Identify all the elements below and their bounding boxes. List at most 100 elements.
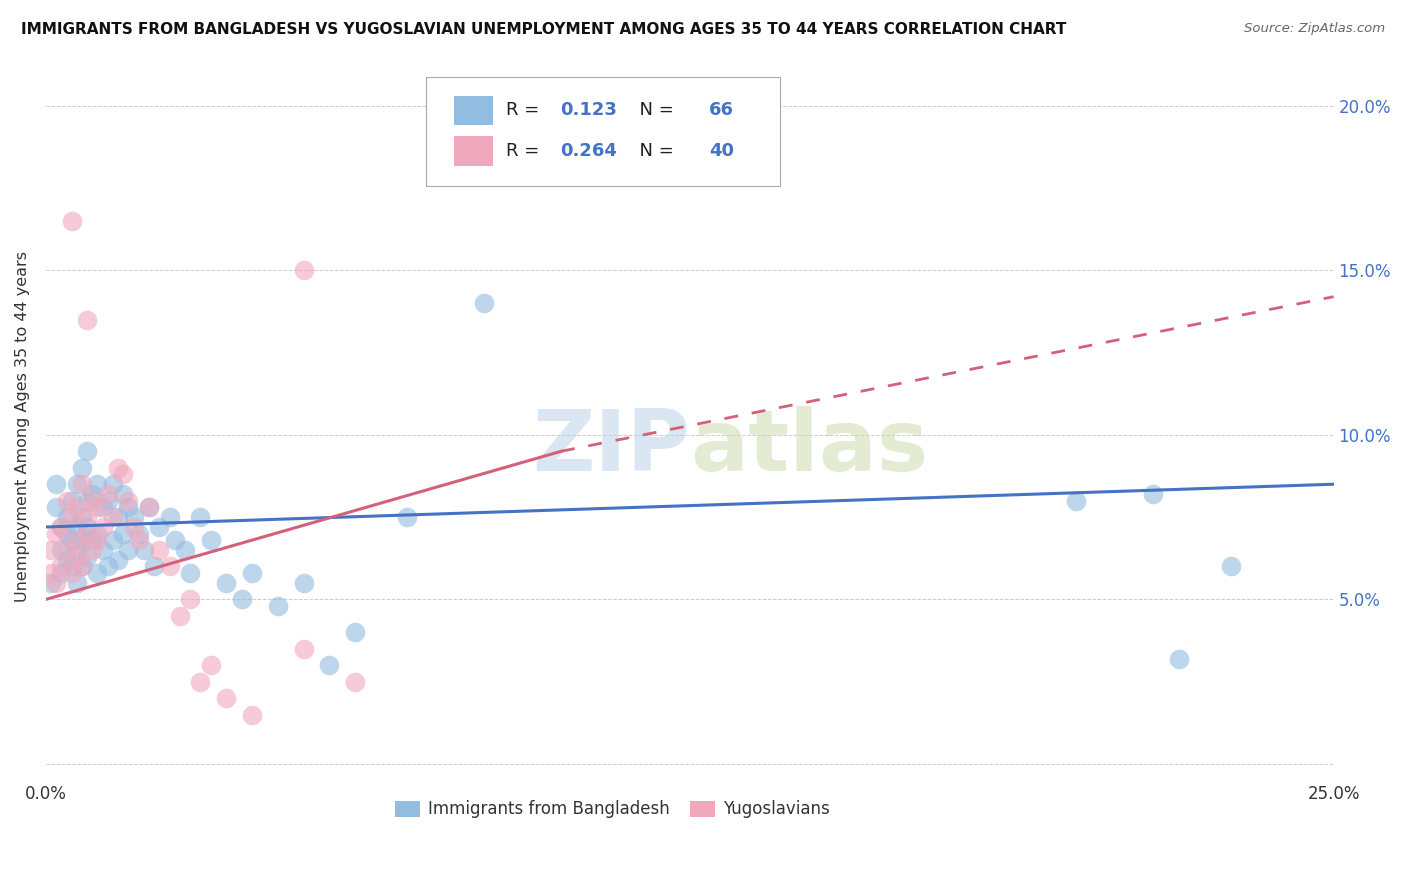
Point <box>76 510 98 524</box>
Point <box>60 533 83 548</box>
Point <box>179 592 201 607</box>
Point <box>51 520 73 534</box>
Point <box>60 559 83 574</box>
Point <box>240 707 263 722</box>
Point <box>66 500 89 515</box>
Point <box>82 487 104 501</box>
Point <box>97 493 120 508</box>
Point <box>55 543 77 558</box>
Point <box>97 487 120 501</box>
FancyBboxPatch shape <box>454 95 492 125</box>
Text: 0.123: 0.123 <box>560 102 617 120</box>
Text: IMMIGRANTS FROM BANGLADESH VS YUGOSLAVIAN UNEMPLOYMENT AMONG AGES 35 TO 44 YEARS: IMMIGRANTS FROM BANGLADESH VS YUGOSLAVIA… <box>21 22 1067 37</box>
Point <box>70 460 93 475</box>
Point <box>138 500 160 515</box>
Point <box>240 566 263 580</box>
Point <box>101 533 124 548</box>
Point <box>318 658 340 673</box>
Point <box>86 500 108 515</box>
Point <box>91 500 114 515</box>
Text: 0.264: 0.264 <box>560 142 617 160</box>
Point <box>215 575 238 590</box>
Point <box>51 520 73 534</box>
Point <box>143 559 166 574</box>
Point <box>39 566 62 580</box>
Point <box>76 444 98 458</box>
Point <box>190 510 212 524</box>
Point <box>86 477 108 491</box>
Point <box>82 543 104 558</box>
Point <box>138 500 160 515</box>
Point <box>159 559 181 574</box>
Point <box>292 641 315 656</box>
Y-axis label: Unemployment Among Ages 35 to 44 years: Unemployment Among Ages 35 to 44 years <box>15 252 30 602</box>
Point <box>472 296 495 310</box>
Text: ZIP: ZIP <box>531 407 690 490</box>
Point <box>179 566 201 580</box>
Point <box>60 214 83 228</box>
Point <box>200 658 222 673</box>
Point <box>292 575 315 590</box>
Point <box>70 510 93 524</box>
Point <box>395 510 418 524</box>
Point <box>66 549 89 564</box>
Point <box>215 691 238 706</box>
Point <box>51 566 73 580</box>
Point <box>60 566 83 580</box>
Point <box>66 477 89 491</box>
Point <box>267 599 290 613</box>
Point <box>82 493 104 508</box>
Point <box>55 493 77 508</box>
Point <box>169 608 191 623</box>
Point <box>107 553 129 567</box>
Point <box>76 526 98 541</box>
Point <box>39 543 62 558</box>
Point <box>70 477 93 491</box>
Point <box>60 493 83 508</box>
Text: atlas: atlas <box>690 407 928 490</box>
Text: N =: N = <box>628 102 679 120</box>
Point <box>60 510 83 524</box>
Point <box>122 510 145 524</box>
Point <box>101 510 124 524</box>
Point <box>55 553 77 567</box>
Point <box>112 526 135 541</box>
Point <box>117 500 139 515</box>
Point <box>343 625 366 640</box>
Text: 40: 40 <box>709 142 734 160</box>
Point <box>76 312 98 326</box>
Point <box>174 543 197 558</box>
Point <box>117 493 139 508</box>
Point <box>45 526 67 541</box>
Point <box>112 467 135 482</box>
Point <box>101 477 124 491</box>
Point <box>39 575 62 590</box>
Text: 66: 66 <box>709 102 734 120</box>
Text: R =: R = <box>506 102 544 120</box>
Point <box>117 543 139 558</box>
Point <box>66 533 89 548</box>
Point <box>1219 559 1241 574</box>
Point <box>200 533 222 548</box>
Point <box>45 575 67 590</box>
Point <box>122 520 145 534</box>
Point <box>97 559 120 574</box>
Point <box>91 520 114 534</box>
Point <box>51 559 73 574</box>
Point <box>86 526 108 541</box>
Point <box>55 526 77 541</box>
Point <box>70 559 93 574</box>
Point <box>86 533 108 548</box>
Point <box>45 500 67 515</box>
Point <box>66 575 89 590</box>
Point <box>112 487 135 501</box>
Point <box>148 543 170 558</box>
Point <box>70 559 93 574</box>
Point <box>1064 493 1087 508</box>
Text: R =: R = <box>506 142 544 160</box>
Point <box>1168 651 1191 665</box>
Point <box>66 543 89 558</box>
Point <box>66 520 89 534</box>
Point <box>107 460 129 475</box>
Legend: Immigrants from Bangladesh, Yugoslavians: Immigrants from Bangladesh, Yugoslavians <box>388 794 837 825</box>
